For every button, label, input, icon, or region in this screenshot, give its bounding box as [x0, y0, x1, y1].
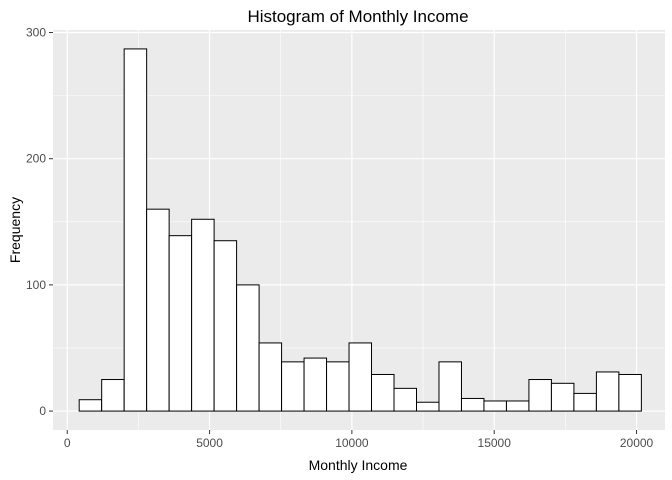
histogram-bar: [213, 240, 238, 412]
x-tick-label: 0: [64, 436, 71, 450]
histogram-bar: [618, 373, 642, 412]
histogram-bar: [348, 342, 373, 412]
histogram-bar: [505, 400, 530, 412]
histogram-bar: [371, 373, 395, 412]
x-tick-label: 5000: [196, 436, 223, 450]
histogram-bar: [415, 401, 440, 412]
y-axis: 0 100 200 300: [26, 26, 53, 418]
histogram-bar: [168, 235, 193, 412]
histogram-bar: [393, 387, 417, 412]
y-tick-label: 300: [26, 26, 46, 40]
histogram-bar: [528, 379, 552, 412]
histogram-bar: [438, 361, 462, 412]
y-tick-label: 100: [26, 278, 46, 292]
histogram-bar: [573, 392, 597, 412]
y-axis-title: Frequency: [7, 197, 23, 263]
histogram-bar: [460, 397, 485, 412]
histogram-bars: [78, 48, 642, 412]
histogram-bar: [258, 342, 283, 412]
y-tick-label: 200: [26, 152, 46, 166]
histogram-bar: [595, 371, 620, 412]
histogram-bar: [101, 379, 125, 412]
histogram-bar: [550, 382, 575, 412]
chart-title: Histogram of Monthly Income: [247, 7, 468, 26]
histogram-bar: [236, 284, 260, 412]
histogram-bar: [483, 400, 507, 412]
histogram-bar: [281, 361, 305, 412]
histogram-bar: [146, 208, 170, 412]
histogram-bar: [123, 48, 148, 412]
x-tick-label: 10000: [335, 436, 369, 450]
x-axis: 0 5000 10000 15000 20000: [64, 430, 654, 450]
histogram-bar: [326, 361, 350, 412]
x-tick-label: 20000: [620, 436, 654, 450]
x-tick-label: 15000: [478, 436, 512, 450]
histogram-bar: [78, 399, 103, 412]
histogram-bar: [303, 357, 328, 412]
histogram-bar: [191, 218, 215, 412]
y-tick-label: 0: [39, 404, 46, 418]
x-axis-title: Monthly Income: [309, 457, 408, 473]
